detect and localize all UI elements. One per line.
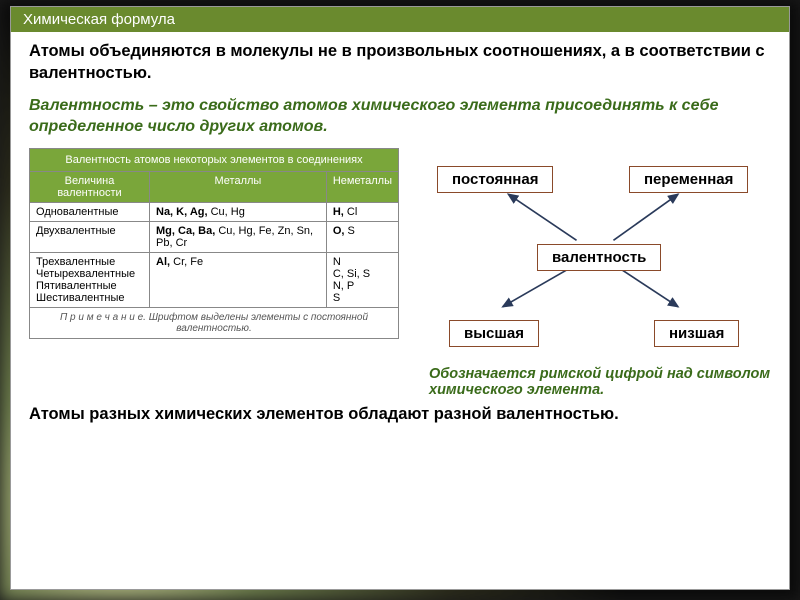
valency-table-wrap: Валентность атомов некоторых элементов в… <box>29 148 399 388</box>
valency-table: Валентность атомов некоторых элементов в… <box>29 148 399 308</box>
box-center: валентность <box>537 244 661 271</box>
row-label-group: ТрехвалентныеЧетырехвалентныеПятивалентн… <box>30 252 150 307</box>
row-metals: Mg, Ca, Ba, Cu, Hg, Fe, Zn, Sn, Pb, Cr <box>150 221 327 252</box>
row-label: Одновалентные <box>30 202 150 221</box>
row-metals: Na, K, Ag, Cu, Hg <box>150 202 327 221</box>
row-label: Двухвалентные <box>30 221 150 252</box>
middle-row: Валентность атомов некоторых элементов в… <box>29 148 771 388</box>
slide-title: Химическая формула <box>11 7 789 32</box>
slide-content: Атомы объединяются в молекулы не в произ… <box>11 32 789 588</box>
intro-text: Атомы объединяются в молекулы не в произ… <box>29 40 771 85</box>
col-metals: Металлы <box>150 171 327 202</box>
slide: Химическая формула Атомы объединяются в … <box>10 6 790 590</box>
bottom-text: Атомы разных химических элементов облада… <box>29 404 771 425</box>
diagram-footnote: Обозначается римской цифрой над символом… <box>429 366 771 398</box>
valency-diagram: постоянная переменная валентность высшая… <box>419 148 771 388</box>
col-valency: Величина валентности <box>30 171 150 202</box>
row-metals: Al, Cr, Fe <box>150 252 327 307</box>
row-non: NC, Si, SN, PS <box>326 252 398 307</box>
row-non: O, S <box>326 221 398 252</box>
box-constant: постоянная <box>437 166 553 193</box>
row-non: H, Cl <box>326 202 398 221</box>
box-variable: переменная <box>629 166 748 193</box>
box-lowest: низшая <box>654 320 739 347</box>
definition-text: Валентность – это свойство атомов химиче… <box>29 95 771 138</box>
table-header: Валентность атомов некоторых элементов в… <box>30 148 399 171</box>
table-note: П р и м е ч а н и е. Шрифтом выделены эл… <box>29 308 399 339</box>
col-nonmetals: Неметаллы <box>326 171 398 202</box>
box-highest: высшая <box>449 320 539 347</box>
